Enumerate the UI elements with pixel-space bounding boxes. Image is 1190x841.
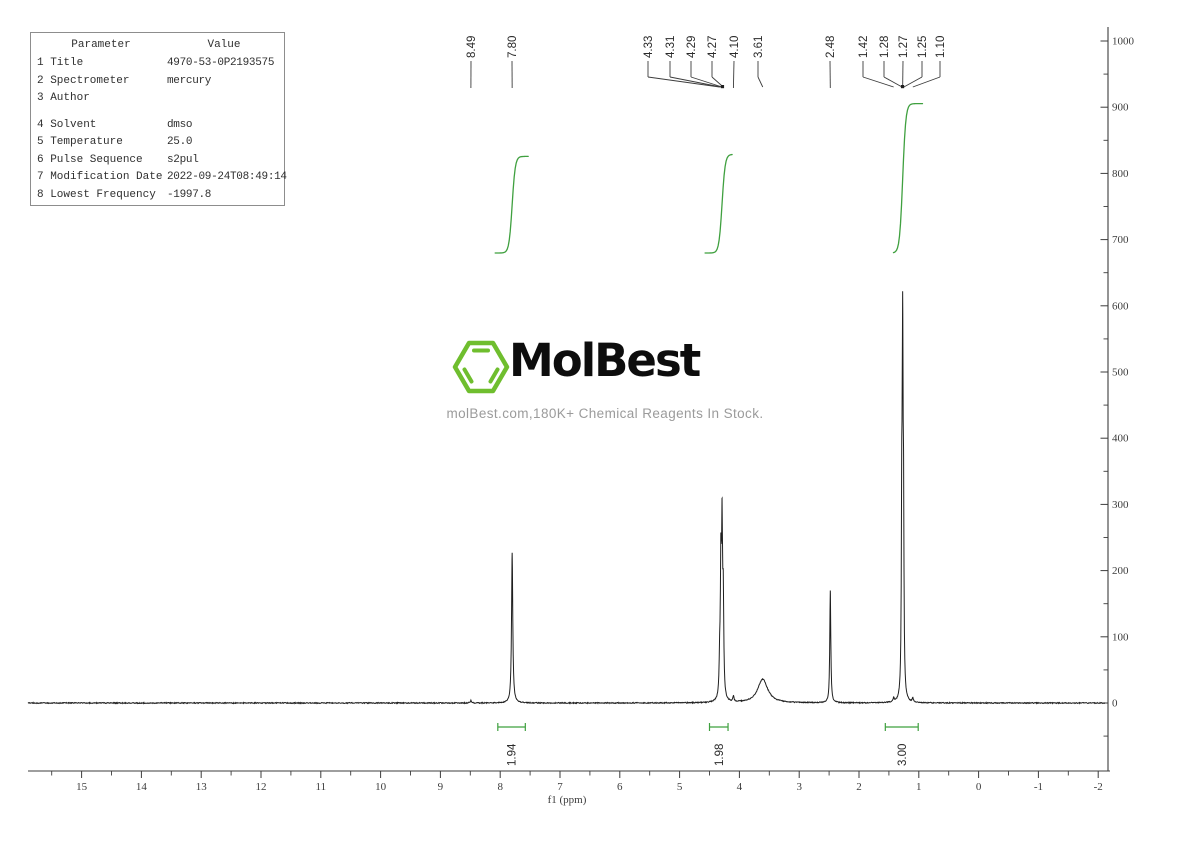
param-value: 25.0 [167, 136, 193, 148]
integral-curve [494, 155, 529, 254]
peak-label: 4.29 [686, 36, 698, 58]
x-tick-label: 15 [76, 781, 88, 793]
param-name: 4 Solvent [37, 118, 97, 131]
x-tick-label: 13 [196, 781, 208, 793]
peak-label: 1.10 [935, 36, 947, 58]
x-tick-label: 7 [557, 781, 563, 793]
x-axis-title: f1 (ppm) [548, 794, 587, 806]
peak-label-connector [757, 76, 764, 88]
x-tick-label: 2 [856, 781, 862, 793]
param-row: 2 Spectrometer mercury [37, 73, 284, 91]
x-tick-label: 0 [976, 781, 982, 793]
x-tick-label: 14 [136, 781, 148, 793]
integral-value: 1.94 [507, 743, 519, 766]
peak-label-connector [732, 60, 735, 89]
y-tick-label: 500 [1112, 367, 1129, 379]
peak-label-connector [647, 76, 720, 88]
connector-dot [720, 85, 725, 89]
param-name: 8 Lowest Frequency [37, 188, 156, 201]
param-row: 5 Temperature 25.0 [37, 134, 284, 152]
logo-tagline: molBest.com,180K+ Chemical Reagents In S… [446, 406, 764, 421]
param-row: 6 Pulse Sequence s2pul [37, 152, 284, 170]
param-value: dmso [167, 118, 193, 131]
integral-value: 3.00 [897, 744, 909, 766]
param-name: 1 Title [37, 57, 84, 69]
logo-wordmark: MolBest [509, 334, 701, 387]
param-row: 4 Solvent dmso [37, 117, 284, 135]
x-tick-label: 1 [916, 781, 922, 793]
integral-curve [704, 153, 733, 254]
param-row: 3 Author [37, 90, 284, 108]
param-name: 5 Temperature [37, 136, 123, 148]
peak-label: 4.31 [665, 36, 677, 58]
peak-label-connector [903, 76, 923, 88]
x-tick-label: 11 [316, 781, 327, 793]
param-name: 7 Modification Date [37, 171, 163, 183]
x-tick-label: 12 [256, 781, 267, 793]
parameter-header-label: Parameter [71, 39, 131, 51]
peak-label-connector [862, 76, 894, 88]
peak-label: 2.48 [825, 36, 837, 58]
y-tick-label: 800 [1112, 168, 1129, 180]
peak-label: 4.10 [729, 36, 741, 58]
param-value: 2022-09-24T08:49:14 [167, 171, 287, 183]
peak-label-connector [883, 76, 903, 88]
y-tick-label: 1000 [1112, 36, 1135, 48]
peak-label: 8.49 [466, 36, 478, 58]
integral-value: 1.98 [714, 744, 726, 766]
y-tick-label: 700 [1112, 234, 1129, 246]
x-tick-label: -1 [1034, 781, 1043, 793]
param-name: 3 Author [37, 92, 90, 104]
parameter-table-header: Parameter Value [37, 37, 284, 55]
param-value: 4970-53-0P2193575 [167, 57, 275, 69]
spectrum-trace [27, 291, 1106, 705]
benzene-hexagon-icon [452, 340, 510, 394]
y-tick-label: 0 [1112, 698, 1118, 710]
parameter-table: Parameter Value 1 Title 4970-53-0P2193575… [30, 32, 287, 206]
peak-label: 4.33 [643, 36, 655, 58]
y-tick-label: 600 [1112, 300, 1129, 312]
connector-dot [900, 85, 905, 89]
x-tick-label: -2 [1094, 781, 1103, 793]
molbest-logo: MolBest molBest.com,180K+ Chemical Reage… [446, 334, 782, 431]
peak-label: 1.42 [858, 36, 870, 58]
peak-label: 1.28 [879, 36, 891, 58]
peak-label-connector [669, 76, 721, 88]
param-row: 8 Lowest Frequency -1997.8 [37, 187, 284, 205]
peak-label: 4.27 [707, 36, 719, 58]
y-tick-label: 100 [1112, 631, 1129, 643]
value-header-label: Value [207, 39, 241, 51]
param-row: 7 Modification Date 2022-09-24T08:49:14 [37, 169, 287, 187]
x-tick-label: 9 [438, 781, 444, 793]
peak-label-connector [912, 76, 941, 88]
peak-label-connector [690, 76, 723, 88]
x-tick-label: 8 [497, 781, 503, 793]
y-tick-label: 400 [1112, 433, 1129, 445]
x-tick-label: 10 [375, 781, 387, 793]
peak-label: 7.80 [507, 36, 519, 58]
param-value: mercury [167, 74, 212, 87]
parameter-table-body: 1 Title 4970-53-0P2193575 2 Spectrometer me… [37, 55, 287, 205]
x-tick-label: 4 [737, 781, 743, 793]
integral-curve [892, 102, 924, 254]
peak-label: 1.27 [898, 36, 910, 58]
y-tick-label: 300 [1112, 499, 1129, 511]
param-value: s2pul [167, 153, 199, 166]
param-value: -1997.8 [167, 188, 212, 201]
x-tick-label: 3 [796, 781, 802, 793]
x-tick-label: 5 [677, 781, 683, 793]
param-row: 1 Title 4970-53-0P2193575 [37, 55, 284, 73]
x-tick-label: 6 [617, 781, 623, 793]
peak-label: 1.25 [917, 36, 929, 58]
peak-label: 3.61 [753, 36, 765, 58]
y-tick-label: 200 [1112, 565, 1129, 577]
param-name: 6 Pulse Sequence [37, 153, 143, 166]
param-name: 2 Spectrometer [37, 74, 130, 87]
y-tick-label: 900 [1112, 102, 1129, 114]
